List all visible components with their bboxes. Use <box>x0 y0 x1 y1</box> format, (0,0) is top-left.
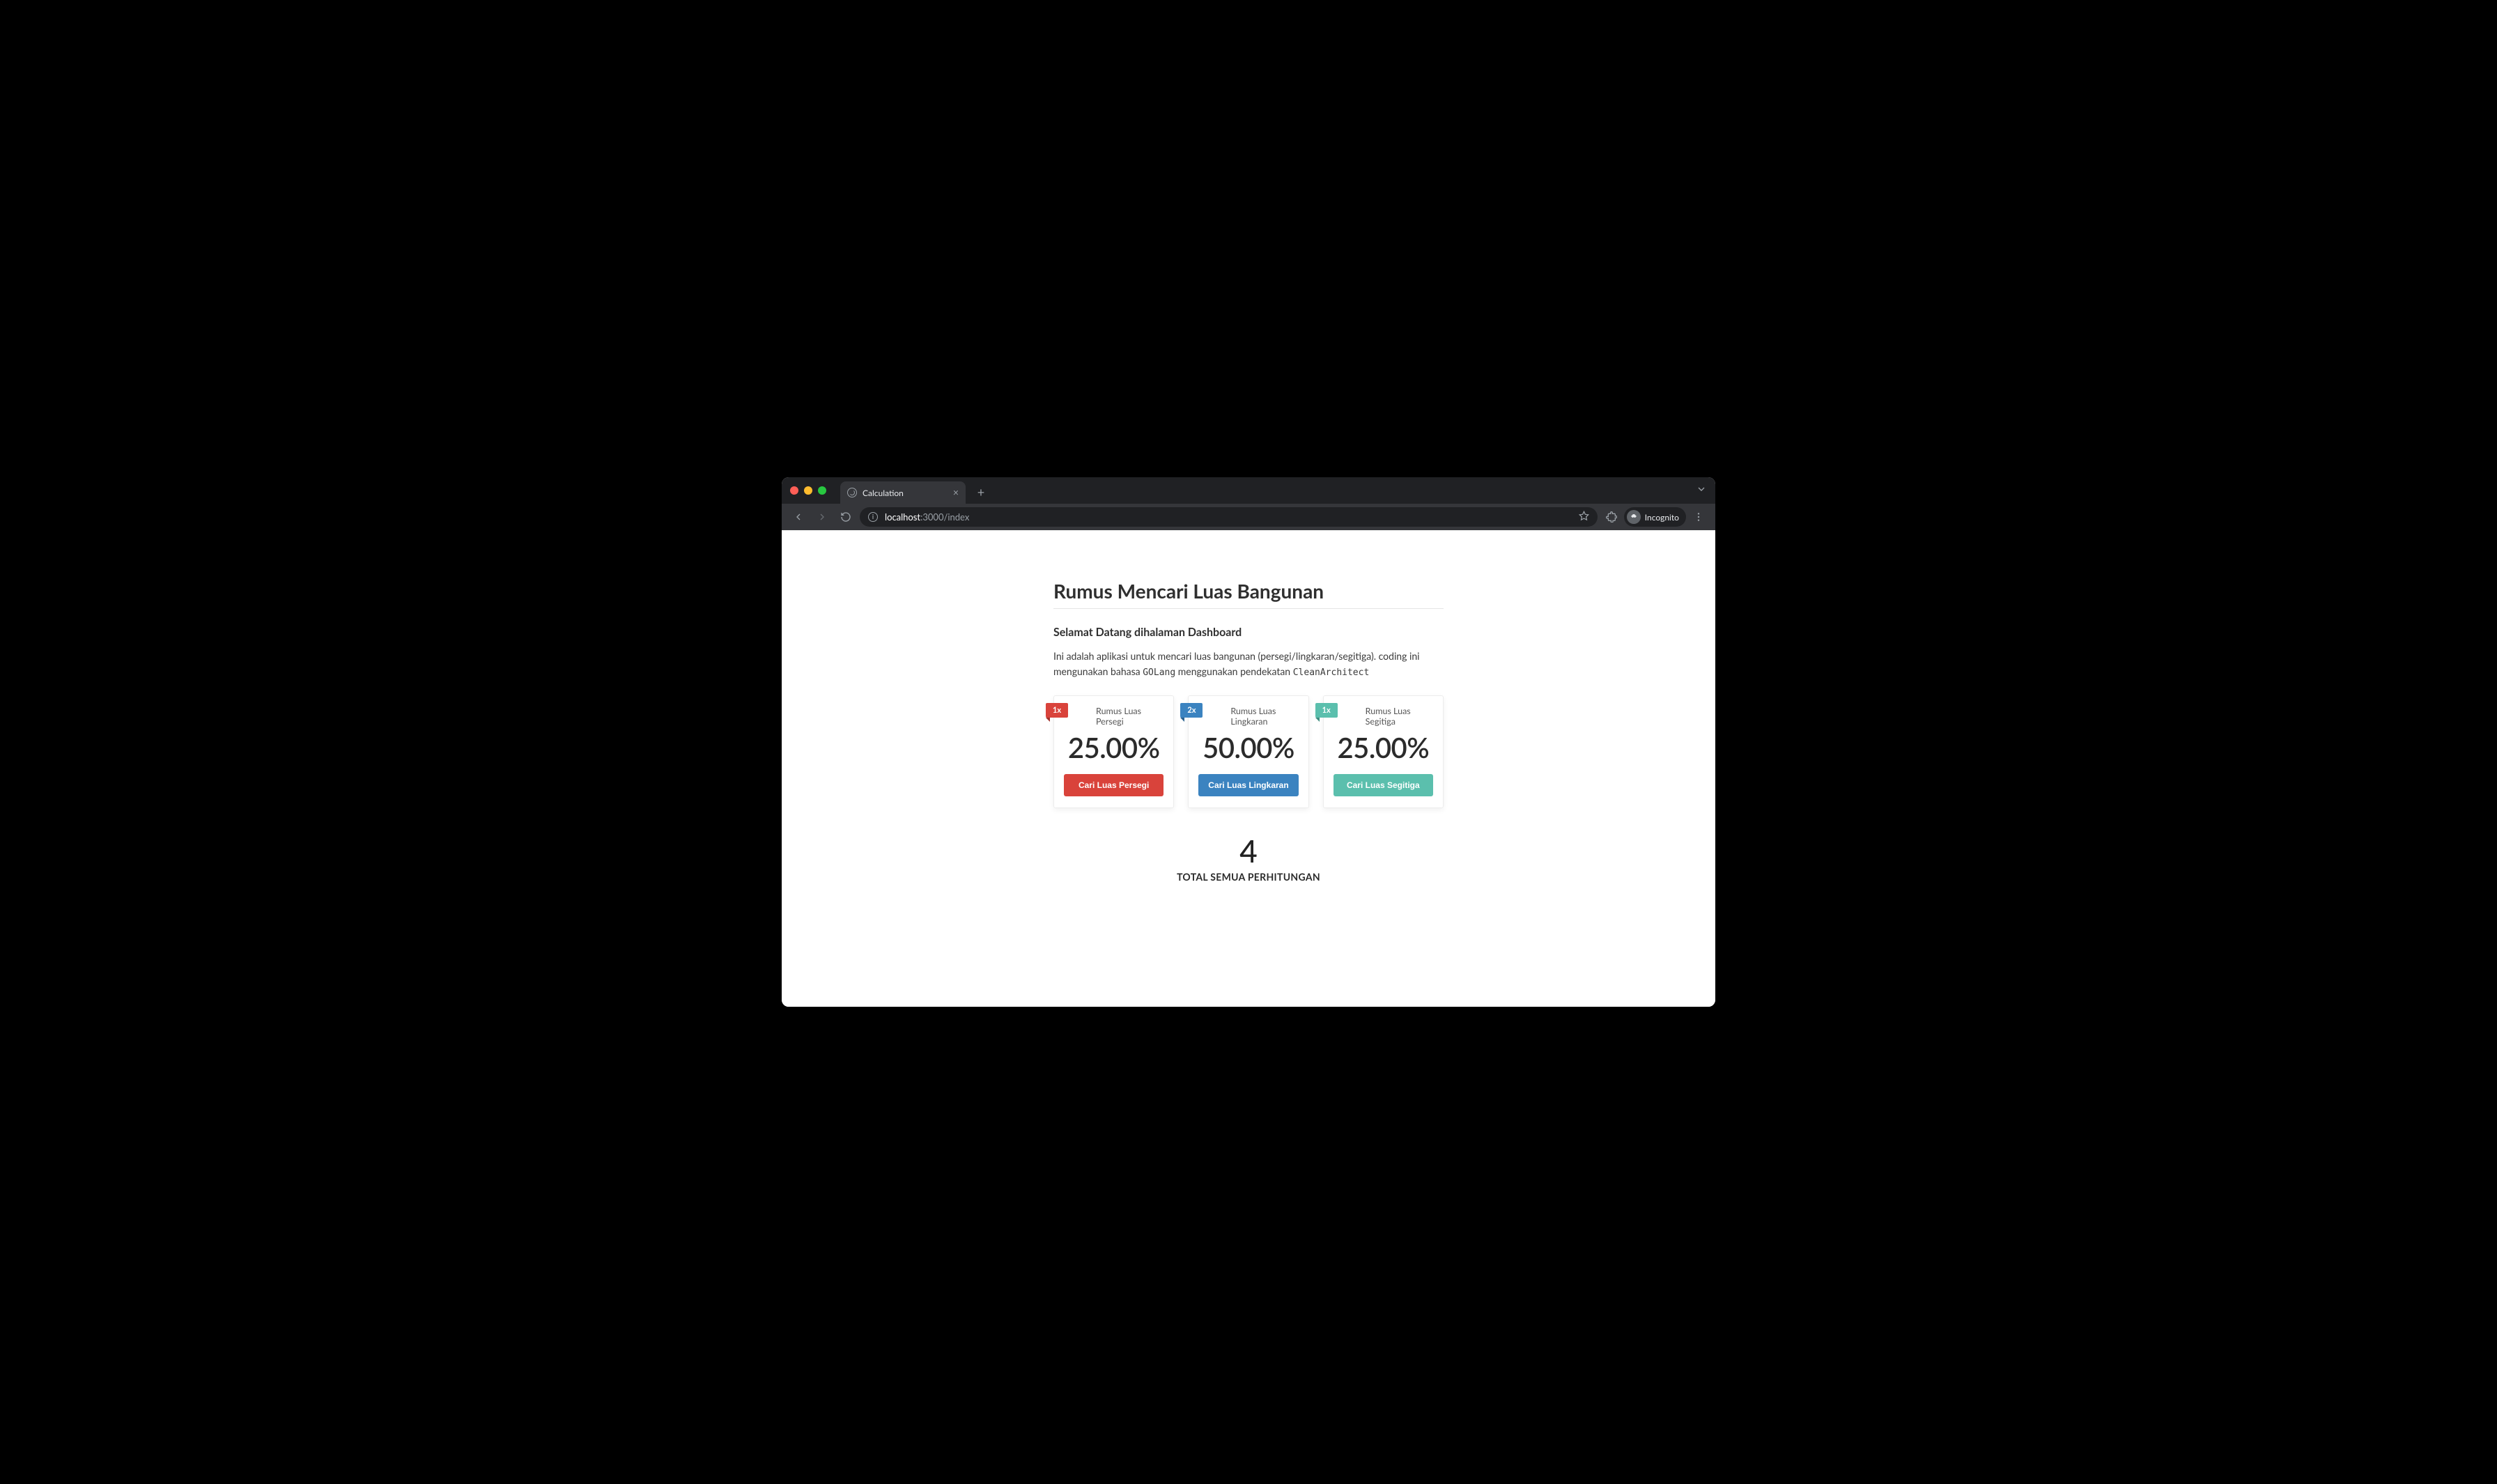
cari-luas-persegi-button[interactable]: Cari Luas Persegi <box>1064 774 1164 796</box>
bookmark-star-icon[interactable] <box>1579 511 1589 523</box>
address-bar[interactable]: i localhost:3000/index <box>860 507 1598 527</box>
page-title: Rumus Mencari Luas Bangunan <box>1053 579 1444 609</box>
incognito-indicator[interactable]: Incognito <box>1624 507 1686 527</box>
back-button[interactable] <box>789 507 808 527</box>
tab-close-button[interactable]: × <box>953 488 959 497</box>
card-percent-lingkaran: 50.00% <box>1198 731 1298 764</box>
intro-paragraph: Ini adalah aplikasi untuk mencari luas b… <box>1053 649 1444 680</box>
url-text: localhost:3000/index <box>885 511 969 523</box>
card-percent-segitiga: 25.00% <box>1333 731 1433 764</box>
intro-text-2: menggunakan pendekatan <box>1178 665 1293 677</box>
total-number: 4 <box>1053 836 1444 867</box>
new-tab-button[interactable]: + <box>971 482 991 502</box>
card-lingkaran: 2x Rumus Luas Lingkaran 50.00% Cari Luas… <box>1188 695 1308 808</box>
incognito-icon <box>1627 510 1641 524</box>
cari-luas-lingkaran-button[interactable]: Cari Luas Lingkaran <box>1198 774 1298 796</box>
tab-title: Calculation <box>863 488 948 498</box>
card-label-segitiga: Rumus Luas Segitiga <box>1333 706 1433 727</box>
browser-window: Calculation × + i localhost:3000/index <box>782 477 1715 1007</box>
ribbon-segitiga: 1x <box>1315 703 1338 718</box>
globe-icon <box>847 488 857 497</box>
card-label-lingkaran: Rumus Luas Lingkaran <box>1198 706 1298 727</box>
incognito-label: Incognito <box>1645 512 1679 523</box>
forward-button[interactable] <box>812 507 832 527</box>
page-subtitle: Selamat Datang dihalaman Dashboard <box>1053 626 1444 639</box>
card-persegi: 1x Rumus Luas Persegi 25.00% Cari Luas P… <box>1053 695 1174 808</box>
browser-tab[interactable]: Calculation × <box>840 481 966 504</box>
url-path: :3000/index <box>920 511 969 523</box>
total-block: 4 TOTAL SEMUA PERHITUNGAN <box>1053 836 1444 883</box>
browser-menu-button[interactable] <box>1689 507 1708 527</box>
url-host: localhost <box>885 511 920 523</box>
card-segitiga: 1x Rumus Luas Segitiga 25.00% Cari Luas … <box>1323 695 1444 808</box>
ribbon-persegi: 1x <box>1046 703 1068 718</box>
intro-code-golang: GOLang <box>1143 667 1175 678</box>
ribbon-lingkaran: 2x <box>1180 703 1203 718</box>
browser-toolbar: i localhost:3000/index Incognito <box>782 504 1715 530</box>
window-controls <box>790 486 826 495</box>
window-close-button[interactable] <box>790 486 798 495</box>
card-percent-persegi: 25.00% <box>1064 731 1164 764</box>
reload-button[interactable] <box>836 507 856 527</box>
site-info-icon[interactable]: i <box>868 512 878 522</box>
window-maximize-button[interactable] <box>818 486 826 495</box>
window-minimize-button[interactable] <box>804 486 812 495</box>
card-label-persegi: Rumus Luas Persegi <box>1064 706 1164 727</box>
intro-code-cleanarchitect: CleanArchitect <box>1293 667 1370 678</box>
cari-luas-segitiga-button[interactable]: Cari Luas Segitiga <box>1333 774 1433 796</box>
page-viewport: Rumus Mencari Luas Bangunan Selamat Data… <box>782 530 1715 1007</box>
total-label: TOTAL SEMUA PERHITUNGAN <box>1053 871 1444 883</box>
browser-tabbar: Calculation × + <box>782 477 1715 504</box>
extensions-icon[interactable] <box>1602 507 1621 527</box>
cards-row: 1x Rumus Luas Persegi 25.00% Cari Luas P… <box>1053 695 1444 808</box>
tabs-dropdown-button[interactable] <box>1696 484 1707 497</box>
page-content: Rumus Mencari Luas Bangunan Selamat Data… <box>1053 530 1444 911</box>
